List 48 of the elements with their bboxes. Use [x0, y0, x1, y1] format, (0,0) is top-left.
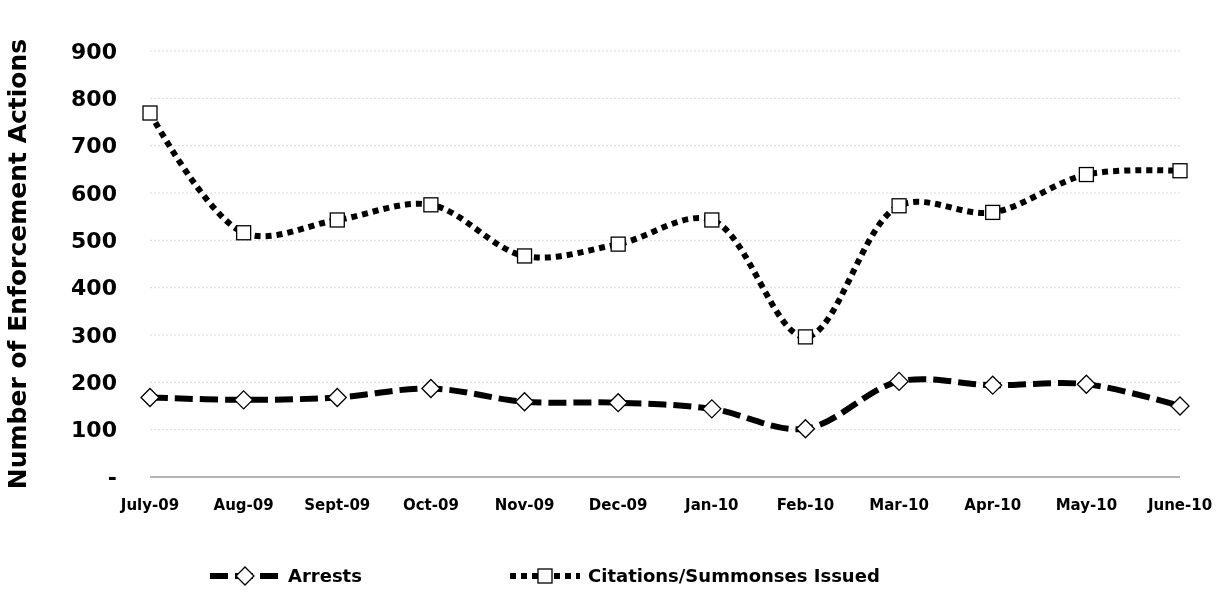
point [514, 392, 535, 412]
point [608, 393, 628, 413]
x-tick-label: June-10 [1146, 496, 1213, 514]
y-tick-label: 400 [71, 275, 117, 301]
legend-label: Citations/Summonses Issued [588, 565, 880, 587]
y-axis-title: Number of Enforcement Actions [3, 38, 32, 490]
point [985, 204, 1001, 221]
y-tick-label: 500 [71, 228, 117, 254]
point [1076, 374, 1097, 394]
y-tick-label: 100 [71, 417, 117, 443]
point [423, 197, 439, 213]
y-tick-label: - [107, 464, 117, 490]
y-tick-label: 600 [71, 180, 117, 206]
point [891, 198, 907, 214]
x-tick-label: Sept-09 [304, 496, 371, 514]
point [1078, 166, 1095, 183]
point [610, 236, 626, 252]
x-tick-label: Apr-10 [964, 496, 1022, 514]
point [797, 329, 814, 345]
x-tick-label: Mar-10 [869, 496, 929, 514]
point [983, 375, 1003, 395]
x-tick-label: Jan-10 [684, 496, 739, 514]
point [702, 399, 722, 419]
y-tick-label: 700 [71, 133, 117, 159]
point [795, 419, 816, 439]
x-tick-label: July-09 [119, 496, 180, 514]
y-tick-label: 300 [71, 322, 117, 348]
point [235, 225, 252, 241]
y-tick-label: 200 [71, 370, 117, 396]
point [421, 378, 441, 399]
point [889, 371, 909, 392]
x-tick-label: Nov-09 [494, 496, 555, 514]
point [142, 105, 158, 121]
point [704, 212, 720, 228]
x-tick-label: Feb-10 [776, 496, 835, 514]
legend-label: Arrests [288, 565, 362, 587]
point [1172, 163, 1188, 179]
point [329, 212, 345, 228]
x-tick-label: Aug-09 [213, 496, 274, 514]
x-tick-label: May-10 [1055, 496, 1118, 514]
y-tick-label: 900 [71, 38, 117, 64]
x-tick-label: Oct-09 [402, 496, 459, 514]
point [516, 248, 533, 264]
x-tick-label: Dec-09 [588, 496, 648, 514]
y-tick-label: 800 [71, 86, 117, 112]
point [233, 390, 254, 410]
point [327, 387, 347, 408]
point [140, 387, 160, 408]
